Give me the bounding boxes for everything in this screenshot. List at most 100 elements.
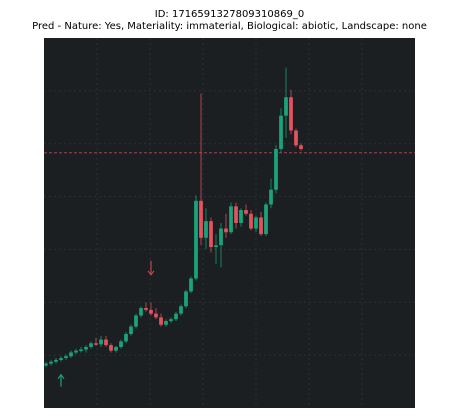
candle-body <box>269 189 273 205</box>
candle <box>269 178 273 209</box>
candle-body <box>44 363 48 366</box>
candle-body <box>109 345 113 351</box>
candle <box>234 202 238 229</box>
candle-body <box>64 356 68 359</box>
candle-body <box>239 210 243 223</box>
candle-body <box>124 334 128 342</box>
candle <box>289 89 293 135</box>
candle-body <box>264 204 268 235</box>
candle-body <box>94 343 98 345</box>
candle-body <box>249 213 253 229</box>
candle-body <box>189 278 193 292</box>
candle-body <box>194 200 198 279</box>
candle <box>144 302 148 312</box>
candle-body <box>229 206 233 233</box>
candle-body <box>274 149 278 190</box>
candle <box>94 337 98 346</box>
candle <box>284 67 288 138</box>
candle <box>44 361 48 368</box>
candle-body <box>259 217 263 235</box>
candle-body <box>294 130 298 146</box>
candle-body <box>54 359 58 362</box>
candlestick-chart <box>44 38 415 408</box>
candle <box>84 345 88 353</box>
candle <box>114 345 118 353</box>
candle-body <box>209 221 213 248</box>
gridlines <box>44 38 415 408</box>
candle <box>224 213 228 238</box>
candle <box>299 143 303 151</box>
candle <box>229 202 233 235</box>
candle <box>194 195 198 281</box>
candle <box>179 304 183 316</box>
candle-body <box>289 97 293 131</box>
candle <box>174 311 178 322</box>
candle-body <box>69 352 73 357</box>
marker-down-arrow-head <box>147 270 155 276</box>
chart-id-title: ID: 1716591327809310869_0 <box>154 9 305 20</box>
candle <box>159 313 163 327</box>
candle <box>244 204 248 216</box>
candle-body <box>219 228 223 246</box>
candle <box>49 359 53 366</box>
candle <box>204 208 208 249</box>
candle <box>214 234 218 264</box>
candle-body <box>144 308 148 310</box>
candle <box>64 354 68 360</box>
candle <box>59 356 63 362</box>
candle-body <box>214 245 218 248</box>
candle-body <box>79 349 83 352</box>
candle <box>274 145 278 194</box>
candle-body <box>234 206 238 223</box>
candle <box>239 208 243 227</box>
candle-body <box>59 358 63 360</box>
candle-body <box>164 321 168 325</box>
candle <box>164 319 168 327</box>
candle-body <box>254 217 258 229</box>
candle <box>89 341 93 349</box>
candle-body <box>129 326 133 334</box>
candle <box>99 335 103 347</box>
candle-body <box>104 339 108 346</box>
candle <box>139 306 143 318</box>
candle-body <box>244 210 248 214</box>
candle <box>189 276 193 294</box>
candle <box>169 317 173 323</box>
candle-body <box>139 308 143 316</box>
candle-body <box>149 309 153 314</box>
candle <box>129 324 133 336</box>
candle-body <box>159 317 163 325</box>
candle <box>254 215 258 233</box>
candles <box>44 67 303 368</box>
candle <box>149 302 153 316</box>
candle <box>134 313 138 329</box>
candle <box>74 348 78 355</box>
candle <box>199 93 203 246</box>
candle <box>279 108 283 153</box>
candle-body <box>279 115 283 149</box>
candle <box>109 343 113 353</box>
candle <box>209 217 213 253</box>
marker-up-arrow-head <box>57 373 65 380</box>
candle-body <box>154 313 158 318</box>
markers <box>57 260 155 387</box>
candle <box>249 210 253 231</box>
candle <box>219 223 223 268</box>
candle-body <box>89 343 93 347</box>
candle <box>69 350 73 359</box>
candle-body <box>99 339 103 345</box>
candle <box>124 332 128 344</box>
candle <box>79 346 83 353</box>
candle-body <box>84 346 88 350</box>
candle <box>154 308 158 320</box>
candle <box>104 335 108 347</box>
candle-body <box>169 319 173 322</box>
candle-body <box>174 313 178 320</box>
chart-prediction-title: Pred - Nature: Yes, Materiality: immater… <box>32 21 427 32</box>
candle <box>294 128 298 148</box>
candle-body <box>49 361 53 364</box>
candle-body <box>204 221 208 238</box>
candle-body <box>74 350 78 353</box>
candle-body <box>119 341 123 347</box>
candle <box>119 339 123 349</box>
